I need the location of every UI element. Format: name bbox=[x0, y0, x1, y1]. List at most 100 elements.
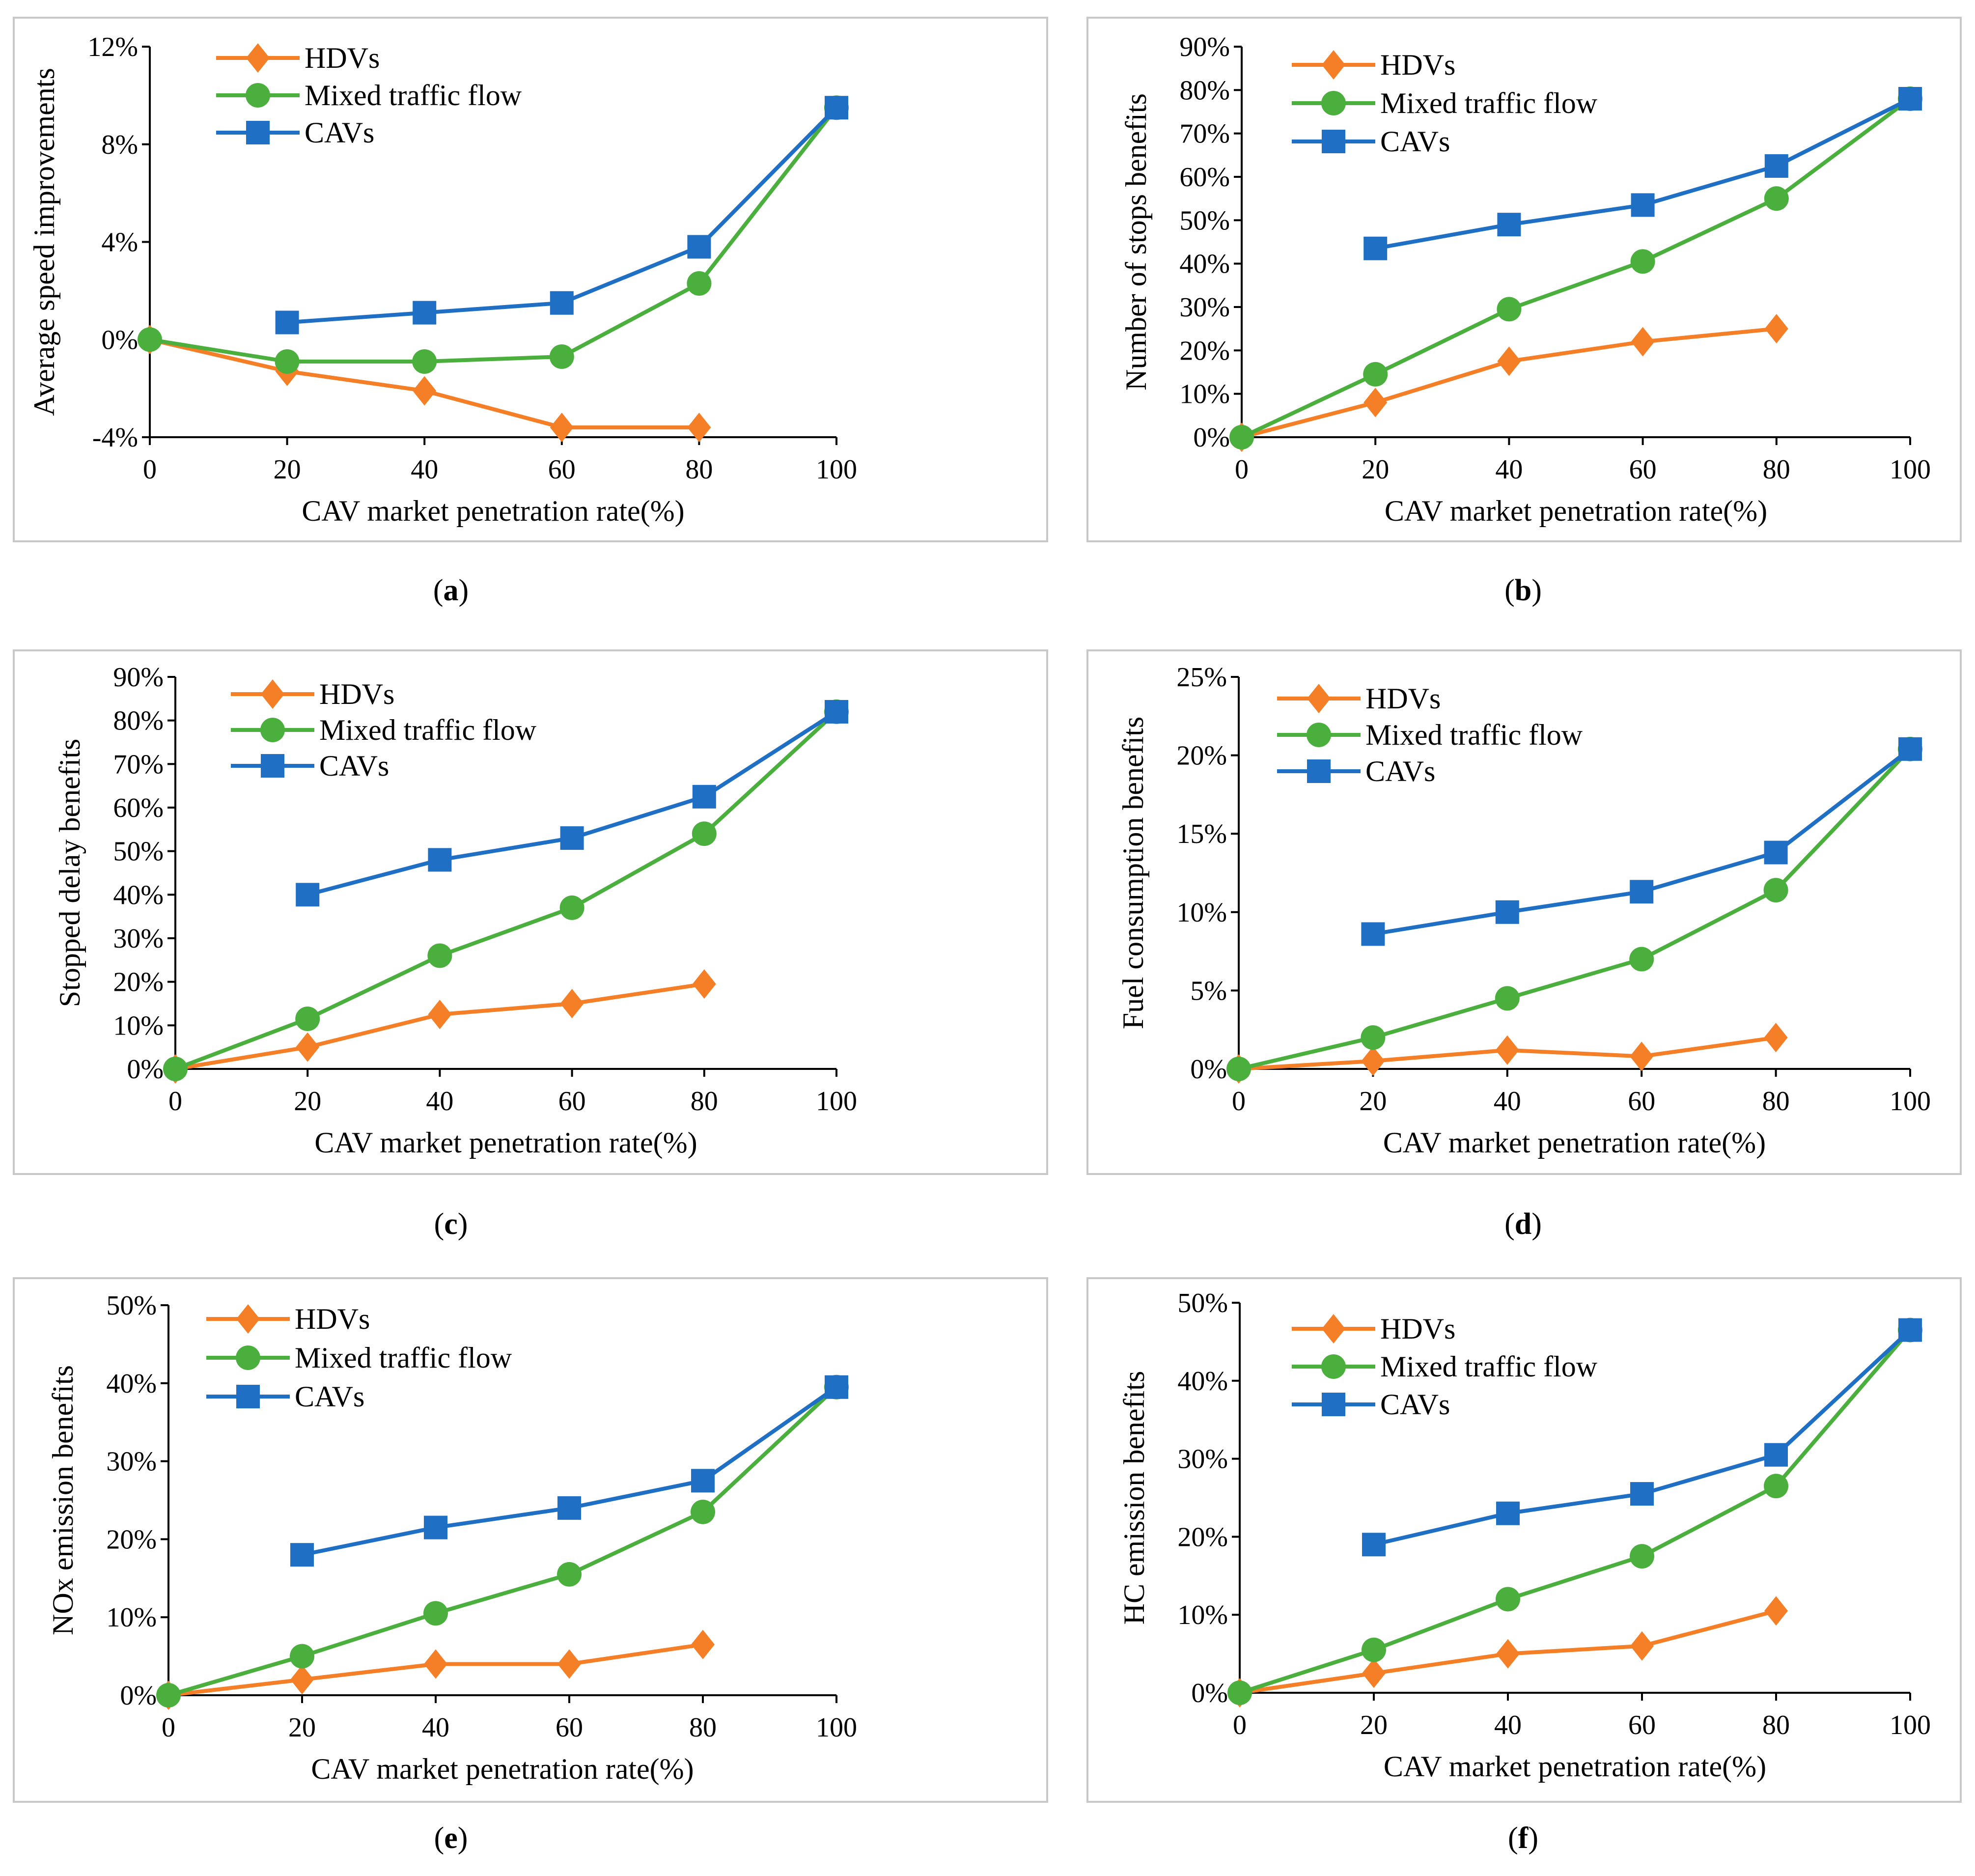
data-point-diamond bbox=[1307, 684, 1331, 713]
data-point-circle bbox=[1227, 1680, 1252, 1705]
data-point-circle bbox=[1363, 362, 1388, 387]
legend-item: HDVs bbox=[231, 678, 394, 710]
data-point-diamond bbox=[1630, 1041, 1654, 1071]
y-tick-label: -4% bbox=[92, 422, 138, 453]
data-point-diamond bbox=[1322, 1314, 1345, 1344]
data-point-diamond bbox=[1496, 1639, 1520, 1669]
series-line bbox=[1240, 97, 1912, 439]
data-point-square bbox=[687, 235, 711, 259]
x-tick-label: 20 bbox=[288, 1712, 316, 1743]
data-point-square bbox=[1631, 193, 1655, 217]
legend-item: Mixed traffic flow bbox=[1292, 87, 1598, 119]
data-point-square bbox=[1495, 900, 1519, 924]
series-cavs bbox=[1363, 87, 1922, 260]
y-axis-title: Fuel consumption benefits bbox=[1117, 717, 1149, 1030]
data-point-circle bbox=[427, 943, 452, 968]
series-hdvs bbox=[157, 1629, 715, 1710]
y-tick-label: 50% bbox=[113, 837, 164, 867]
data-point-square bbox=[1363, 236, 1388, 260]
y-tick-label: 0% bbox=[120, 1680, 157, 1711]
data-point-diamond bbox=[1495, 1035, 1519, 1065]
y-tick-label: 40% bbox=[113, 880, 164, 910]
data-point-square bbox=[1322, 130, 1345, 153]
legend-label: HDVs bbox=[1365, 682, 1441, 715]
legend-item: Mixed traffic flow bbox=[231, 714, 537, 746]
legend-label: Mixed traffic flow bbox=[1365, 719, 1583, 751]
caption-letter: b bbox=[1515, 574, 1531, 607]
x-tick-label: 40 bbox=[422, 1712, 449, 1743]
y-tick-label: 40% bbox=[106, 1369, 157, 1399]
x-tick-label: 0 bbox=[168, 1086, 182, 1117]
data-point-diamond bbox=[692, 969, 716, 999]
y-tick-label: 10% bbox=[1177, 1600, 1228, 1630]
x-axis-title: CAV market penetration rate(%) bbox=[314, 1126, 697, 1159]
data-point-square bbox=[290, 1543, 314, 1567]
x-tick-label: 20 bbox=[1362, 454, 1389, 485]
caption-close-paren: ) bbox=[458, 1207, 468, 1241]
data-point-square bbox=[1764, 1443, 1788, 1467]
data-point-circle bbox=[1307, 723, 1331, 747]
legend-label: HDVs bbox=[1380, 49, 1455, 81]
data-point-square bbox=[236, 1385, 260, 1408]
data-point-square bbox=[1322, 1393, 1345, 1416]
data-point-square bbox=[1362, 1533, 1386, 1557]
legend-item: CAVs bbox=[231, 750, 389, 782]
y-tick-label: 10% bbox=[113, 1010, 164, 1041]
data-point-circle bbox=[1229, 425, 1254, 449]
chart-panel-d: 0% 5% 10% 15% 20% 25% 0 20 40 60 80 100 CAV market p… bbox=[1086, 649, 1962, 1241]
y-axis-title: Number of stops benefits bbox=[1120, 93, 1152, 391]
caption-open-paren: ( bbox=[434, 1821, 445, 1855]
caption-letter: d bbox=[1515, 1207, 1531, 1241]
x-axis-title: CAV market penetration rate(%) bbox=[311, 1753, 694, 1785]
data-point-square bbox=[825, 700, 848, 724]
data-point-diamond bbox=[550, 413, 574, 443]
x-tick-label: 40 bbox=[1494, 1086, 1521, 1117]
data-point-diamond bbox=[246, 43, 270, 73]
caption-close-paren: ) bbox=[1531, 1207, 1542, 1241]
y-tick-label: 80% bbox=[1179, 75, 1230, 106]
caption-open-paren: ( bbox=[1504, 1207, 1515, 1241]
y-tick-label: 15% bbox=[1176, 819, 1227, 849]
x-tick-label: 20 bbox=[1359, 1086, 1387, 1117]
legend: HDVs Mixed traffic flow CAVs bbox=[1277, 682, 1583, 787]
data-point-square bbox=[1764, 840, 1788, 865]
y-tick-label: 0% bbox=[127, 1054, 164, 1085]
legend-label: Mixed traffic flow bbox=[305, 79, 522, 112]
y-axis-title: Average speed improvements bbox=[28, 68, 60, 416]
caption-letter: a bbox=[444, 574, 459, 607]
y-tick-label: 25% bbox=[1176, 662, 1227, 693]
data-point-square bbox=[275, 310, 299, 335]
data-point-diamond bbox=[1631, 327, 1655, 357]
caption-letter: f bbox=[1518, 1821, 1529, 1855]
chart-panel-a: -4% 0% 4% 8% 12% 0 20 40 60 80 100 CAV market penet… bbox=[13, 17, 1048, 607]
legend-item: CAVs bbox=[1277, 755, 1435, 787]
data-point-diamond bbox=[1361, 1046, 1385, 1076]
y-axis-title: NOx emission benefits bbox=[47, 1365, 79, 1635]
data-point-square bbox=[1630, 880, 1654, 904]
legend-item: Mixed traffic flow bbox=[1292, 1350, 1598, 1383]
data-point-circle bbox=[1630, 249, 1655, 274]
legend-item: HDVs bbox=[206, 1303, 370, 1335]
x-tick-label: 80 bbox=[689, 1712, 717, 1743]
x-tick-label: 40 bbox=[1494, 1710, 1522, 1740]
data-point-square bbox=[1898, 1318, 1922, 1342]
data-point-circle bbox=[1362, 1637, 1386, 1662]
y-tick-label: 40% bbox=[1177, 1366, 1228, 1397]
y-tick-label: 20% bbox=[113, 967, 164, 998]
y-tick-label: 0% bbox=[101, 325, 138, 355]
data-point-diamond bbox=[1363, 388, 1388, 418]
series-line bbox=[173, 709, 838, 1071]
data-point-circle bbox=[138, 327, 162, 352]
legend-item: HDVs bbox=[1292, 1313, 1455, 1345]
legend-item: HDVs bbox=[1277, 682, 1441, 715]
legend-item: CAVs bbox=[1292, 1388, 1450, 1421]
data-point-square bbox=[261, 754, 284, 778]
legend-label: HDVs bbox=[295, 1303, 370, 1335]
x-tick-label: 80 bbox=[1762, 1086, 1790, 1117]
data-point-circle bbox=[692, 821, 717, 846]
x-tick-label: 60 bbox=[556, 1712, 583, 1743]
x-tick-label: 100 bbox=[1890, 454, 1931, 485]
data-point-circle bbox=[1495, 986, 1520, 1011]
data-point-circle bbox=[1226, 1057, 1251, 1081]
